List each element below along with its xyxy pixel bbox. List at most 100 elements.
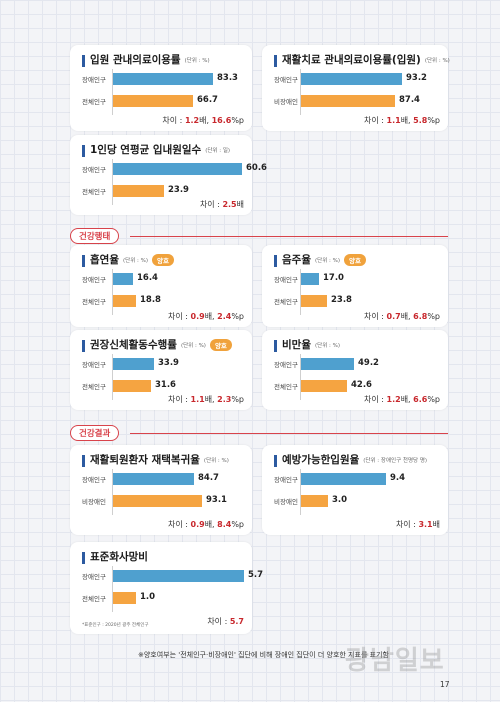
difference-unit: %p xyxy=(427,116,440,125)
difference-prefix: 차이 : xyxy=(364,312,387,321)
bar-value: 83.3 xyxy=(217,73,238,83)
chart-title: 예방가능한입원율 (단위 : 장애인구 천명당 명) xyxy=(282,452,427,467)
difference-prefix: 차이 : xyxy=(207,617,230,626)
row-label: 비장애인 xyxy=(82,498,106,506)
page-number: 17 xyxy=(440,680,450,689)
bar-value: 66.7 xyxy=(197,95,218,105)
chart-card-drinking: 음주율 (단위 : %) 양호 장애인구 17.0 전체인구 23.8 차이 : 0.7배, … xyxy=(262,245,448,327)
difference-prefix: 차이 : xyxy=(162,116,185,125)
difference-unit: 배 xyxy=(236,200,244,209)
chart-title: 입원 관내의료이용률 (단위 : %) xyxy=(90,52,210,67)
row-label: 전체인구 xyxy=(82,383,106,391)
chart-card-obesity: 비만율 (단위 : %) 장애인구 49.2 전체인구 42.6 차이 : 1.2배, 6.… xyxy=(262,330,448,410)
difference-unit: %p xyxy=(231,395,244,404)
bar-value: 49.2 xyxy=(358,358,379,368)
bar-disabled xyxy=(113,163,242,175)
row-label: 장애인구 xyxy=(82,476,106,484)
difference-summary: 차이 : 1.1배, 2.3%p xyxy=(168,394,244,405)
row-label: 전체인구 xyxy=(82,98,106,106)
difference-unit: %p xyxy=(427,395,440,404)
chart-title: 표준화사망비 xyxy=(90,549,148,564)
difference-value: 0.9 xyxy=(190,312,205,321)
bar-value: 23.9 xyxy=(168,185,189,195)
chart-title: 권장신체활동수행률 (단위 : %) 양호 xyxy=(90,337,232,352)
bar-value: 17.0 xyxy=(323,273,344,283)
title-accent xyxy=(82,455,85,467)
chart-card-smoking: 흡연율 (단위 : %) 양호 장애인구 16.4 전체인구 18.8 차이 : 0.9배, … xyxy=(70,245,252,327)
bar-disabled xyxy=(113,73,213,85)
good-badge: 양호 xyxy=(209,339,232,351)
difference-value: 1.2 xyxy=(184,116,200,125)
chart-unit: (단위 : 일) xyxy=(205,148,231,154)
row-label: 비장애인 xyxy=(274,498,298,506)
bar-disabled xyxy=(301,473,386,485)
row-label: 장애인구 xyxy=(82,76,106,84)
section-label: 건강행태 xyxy=(70,228,120,244)
bar-value: 60.6 xyxy=(246,163,267,173)
bar-comparison xyxy=(301,295,327,307)
difference-value: 16.6 xyxy=(211,116,232,125)
bar-value: 42.6 xyxy=(351,380,372,390)
difference-prefix: 차이 : xyxy=(168,395,191,404)
difference-value: 2.4 xyxy=(217,312,232,321)
chart-title: 비만율 (단위 : %) xyxy=(282,337,340,352)
difference-unit: 배, xyxy=(204,520,218,529)
chart-axis xyxy=(112,159,113,205)
bar-disabled xyxy=(113,473,194,485)
chart-title: 흡연율 (단위 : %) 양호 xyxy=(90,252,174,267)
chart-title-text: 예방가능한입원율 xyxy=(282,454,360,466)
difference-unit: %p xyxy=(231,312,244,321)
bar-value: 23.8 xyxy=(331,295,352,305)
chart-axis xyxy=(112,469,113,515)
chart-unit: (단위 : %) xyxy=(314,258,340,264)
chart-title: 재활퇴원환자 재택복귀율 (단위 : %) xyxy=(90,452,229,467)
row-label: 전체인구 xyxy=(82,298,106,306)
difference-summary: 차이 : 0.9배, 2.4%p xyxy=(168,311,244,322)
bar-comparison xyxy=(113,185,164,197)
difference-summary: 차이 : 3.1배 xyxy=(396,519,440,530)
bar-value: 33.9 xyxy=(158,358,179,368)
chart-axis xyxy=(112,269,113,315)
difference-value: 8.4 xyxy=(217,520,232,529)
bar-disabled xyxy=(113,273,133,285)
chart-title-text: 표준화사망비 xyxy=(90,551,148,563)
chart-title: 재활치료 관내의료이용률(입원) (단위 : %) xyxy=(282,52,450,67)
chart-title-text: 음주율 xyxy=(282,254,311,266)
difference-summary: 차이 : 2.5배 xyxy=(200,199,244,210)
difference-summary: 차이 : 1.2배, 6.6%p xyxy=(364,394,440,405)
row-label: 장애인구 xyxy=(274,361,298,369)
row-label: 장애인구 xyxy=(274,476,298,484)
difference-unit: 배, xyxy=(400,312,414,321)
chart-title-text: 재활퇴원환자 재택복귀율 xyxy=(90,454,200,466)
chart-unit: (단위 : %) xyxy=(203,458,229,464)
title-accent xyxy=(82,552,85,564)
difference-value: 1.1 xyxy=(386,116,401,125)
bar-comparison xyxy=(113,95,193,107)
title-accent xyxy=(274,55,277,67)
bar-comparison xyxy=(113,380,151,392)
chart-card-inpatient-use: 입원 관내의료이용률 (단위 : %) 장애인구 83.3 전체인구 66.7 차이 : 1… xyxy=(70,45,252,131)
row-label: 장애인구 xyxy=(82,276,106,284)
difference-value: 2.5 xyxy=(222,200,237,209)
bar-comparison xyxy=(113,295,136,307)
bar-disabled xyxy=(301,73,402,85)
row-label: 전체인구 xyxy=(82,595,106,603)
title-accent xyxy=(82,340,85,352)
section-rule xyxy=(130,433,448,434)
chart-card-rehab-inpatient-use: 재활치료 관내의료이용률(입원) (단위 : %) 장애인구 93.2 비장애인 87.4… xyxy=(262,45,450,131)
chart-card-preventable-admission: 예방가능한입원율 (단위 : 장애인구 천명당 명) 장애인구 9.4 비장애인 3.0 차… xyxy=(262,445,448,535)
chart-title-text: 1인당 연평균 입내원일수 xyxy=(90,144,202,156)
bar-comparison xyxy=(301,95,395,107)
difference-summary: 차이 : 0.7배, 6.8%p xyxy=(364,311,440,322)
bar-value: 87.4 xyxy=(399,95,420,105)
title-accent xyxy=(274,455,277,467)
chart-card-physical-activity: 권장신체활동수행률 (단위 : %) 양호 장애인구 33.9 전체인구 31.6 차이 : … xyxy=(70,330,252,410)
difference-unit: 배, xyxy=(400,395,414,404)
chart-card-inpatient-days: 1인당 연평균 입내원일수 (단위 : 일) 장애인구 60.6 전체인구 23.9 차이 … xyxy=(70,135,267,215)
chart-title-text: 권장신체활동수행률 xyxy=(90,339,177,351)
difference-value: 3.1 xyxy=(418,520,433,529)
chart-axis xyxy=(300,269,301,315)
chart-unit: (단위 : %) xyxy=(180,343,206,349)
footnote: ※양호여부는 '전체인구·비장애인' 집단에 비해 장애인 집단이 더 양호한 … xyxy=(138,651,389,659)
difference-value: 5.7 xyxy=(229,617,244,626)
